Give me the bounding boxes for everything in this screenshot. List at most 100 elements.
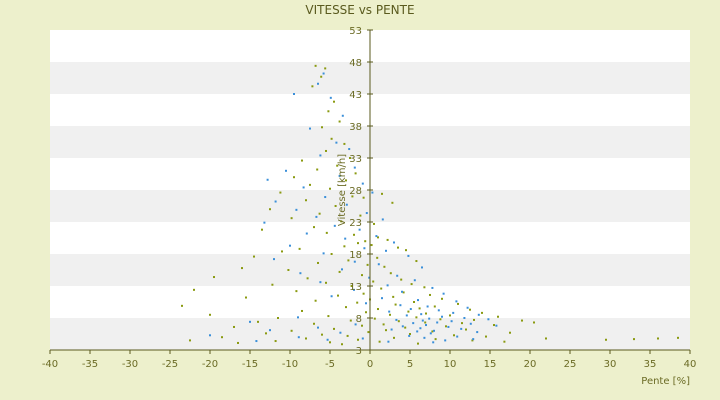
data-point [373, 317, 376, 320]
data-point [456, 335, 459, 338]
data-point [441, 315, 443, 318]
data-point [241, 267, 243, 270]
data-point [431, 330, 434, 333]
data-point [327, 110, 330, 113]
x-tick-label: -35 [82, 359, 98, 370]
data-point [311, 85, 314, 88]
data-point [325, 231, 328, 234]
data-point [314, 299, 317, 302]
data-point [388, 310, 391, 313]
data-point [317, 261, 319, 264]
data-point [321, 333, 323, 336]
data-point [333, 100, 335, 103]
data-point [389, 313, 391, 316]
data-point [433, 305, 436, 308]
data-point [377, 236, 379, 239]
data-point [345, 179, 347, 182]
data-point [365, 311, 367, 314]
data-point [396, 274, 399, 277]
data-point [309, 183, 311, 186]
data-point [397, 320, 400, 323]
data-point [354, 172, 357, 175]
data-point [677, 336, 679, 339]
data-point [361, 274, 363, 277]
data-point [383, 265, 386, 268]
data-point [345, 306, 347, 309]
data-point [181, 304, 183, 307]
data-point [465, 328, 467, 331]
x-tick-label: 5 [407, 359, 413, 370]
data-point [605, 338, 607, 341]
data-point [193, 288, 195, 291]
data-point [365, 212, 368, 215]
x-tick-label: -5 [325, 359, 335, 370]
data-point [290, 329, 293, 332]
data-point [277, 317, 279, 319]
data-point [370, 244, 373, 247]
data-point [416, 330, 419, 333]
data-point [213, 276, 215, 279]
data-point [353, 288, 355, 291]
data-point [391, 201, 394, 204]
data-point [485, 335, 487, 338]
data-point [452, 311, 455, 314]
data-point [321, 126, 323, 129]
data-point [545, 337, 547, 340]
data-point [493, 324, 495, 327]
data-point [476, 331, 479, 334]
y-tick-label: 43 [349, 90, 362, 101]
data-point [389, 272, 392, 275]
data-point [322, 252, 325, 255]
data-point [423, 336, 426, 339]
data-point [299, 272, 302, 275]
y-tick-label: 28 [349, 186, 362, 197]
y-tick-label: 23 [349, 218, 362, 229]
data-point [316, 168, 319, 171]
data-point [266, 178, 269, 181]
data-point [381, 192, 383, 195]
data-point [302, 186, 305, 189]
data-point [444, 339, 447, 342]
data-point [257, 320, 259, 323]
data-point [400, 278, 403, 281]
data-point [351, 195, 354, 198]
data-point [255, 340, 258, 343]
data-point [408, 334, 411, 337]
data-point [481, 311, 483, 314]
data-point [420, 313, 423, 316]
data-point [477, 313, 480, 316]
data-point [386, 238, 389, 241]
y-tick-label: 13 [349, 282, 362, 293]
data-point [324, 196, 327, 199]
data-point [221, 336, 223, 339]
data-point [353, 260, 356, 263]
data-point [330, 295, 333, 298]
data-point [322, 72, 325, 75]
data-point [361, 324, 363, 327]
data-point [363, 247, 366, 250]
data-point [469, 322, 472, 325]
data-point [261, 228, 263, 231]
data-point [409, 333, 411, 335]
x-tick-label: 25 [564, 359, 577, 370]
data-point [364, 240, 367, 243]
data-point [353, 166, 356, 169]
data-point [401, 325, 404, 328]
data-point [463, 317, 466, 319]
data-point [380, 287, 383, 290]
data-point [385, 329, 387, 332]
data-points [181, 64, 679, 346]
data-point [341, 268, 343, 271]
data-point [415, 316, 418, 319]
data-point [419, 327, 422, 330]
data-point [237, 341, 239, 344]
data-point [431, 286, 434, 289]
data-point [401, 290, 403, 293]
data-point [437, 309, 440, 312]
data-point [271, 283, 274, 286]
data-point [367, 331, 370, 334]
data-point [382, 323, 385, 326]
data-point [344, 237, 347, 240]
data-point [371, 191, 374, 194]
